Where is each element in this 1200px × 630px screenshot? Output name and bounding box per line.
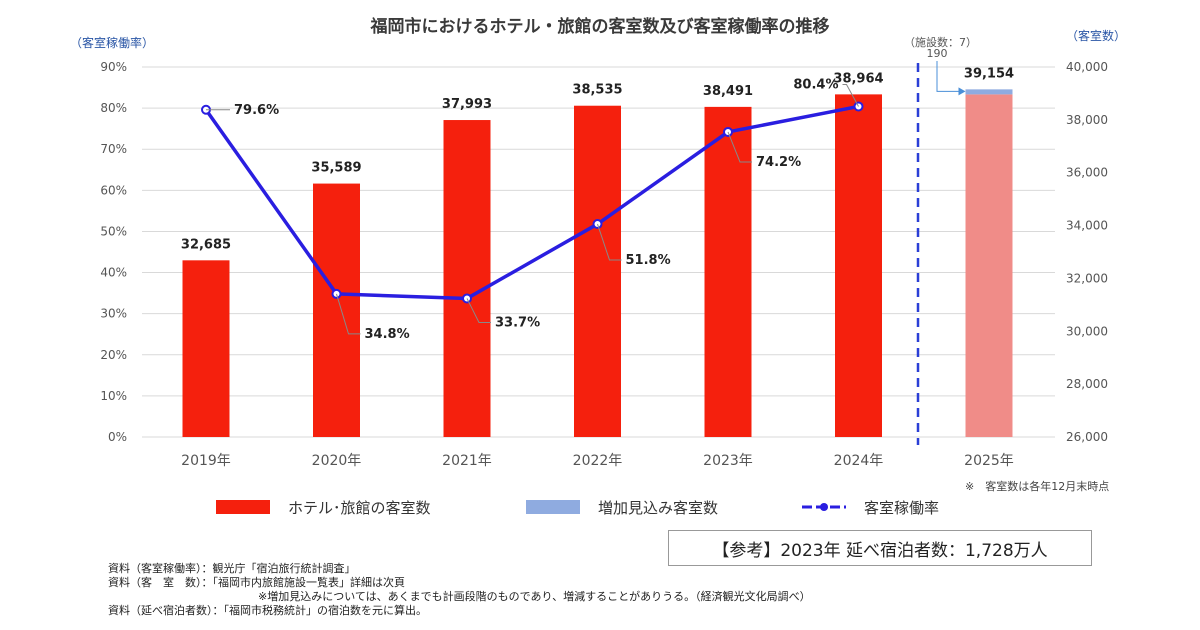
legend-item-occupancy: 客室稼働率 xyxy=(802,495,939,519)
right-tick-label: 34,000 xyxy=(1066,219,1108,233)
occupancy-leader xyxy=(842,83,859,107)
legend-label-rooms: ホテル･旅館の客室数 xyxy=(288,498,431,517)
reference-box: 【参考】2023年 延べ宿泊者数：1,728万人 xyxy=(668,530,1092,566)
increase-callout-line xyxy=(936,61,964,92)
source-line: ※増加見込みについては、あくまでも計画段階のものであり、増減することがありうる。… xyxy=(258,590,811,603)
left-tick-label: 50% xyxy=(100,224,127,238)
left-tick-label: 60% xyxy=(100,183,127,197)
right-tick-label: 30,000 xyxy=(1066,324,1108,338)
x-tick-label: 2024年 xyxy=(834,453,884,469)
bar xyxy=(313,183,360,437)
bar-value-label: 38,535 xyxy=(572,83,622,98)
x-tick-label: 2022年 xyxy=(573,453,623,469)
occupancy-leader xyxy=(597,223,622,261)
bar xyxy=(835,94,882,437)
left-tick-label: 90% xyxy=(100,60,127,74)
bar-value-label: 38,964 xyxy=(833,71,883,86)
x-tick-label: 2023年 xyxy=(703,453,753,469)
left-tick-label: 70% xyxy=(100,142,127,156)
right-tick-label: 40,000 xyxy=(1066,60,1108,74)
occupancy-value-label: 33.7% xyxy=(495,315,540,330)
chart-title: 福岡市におけるホテル・旅館の客室数及び客室稼働率の推移 xyxy=(370,17,830,37)
right-tick-label: 26,000 xyxy=(1066,430,1108,444)
x-tick-label: 2025年 xyxy=(964,453,1014,469)
source-line: 資料（客室稼働率）：観光庁「宿泊旅行統計調査」 xyxy=(108,562,356,575)
left-tick-label: 30% xyxy=(100,307,127,321)
occupancy-leader xyxy=(336,293,361,335)
left-tick-label: 20% xyxy=(100,348,127,362)
bar-increase xyxy=(965,89,1013,95)
occupancy-value-label: 51.8% xyxy=(626,253,671,268)
x-tick-label: 2020年 xyxy=(312,453,362,469)
facility-count-note: （施設数：7） xyxy=(904,36,977,49)
occupancy-line xyxy=(204,104,859,301)
bar xyxy=(574,105,621,437)
legend-label-increase: 増加見込み客室数 xyxy=(598,498,719,517)
bar-value-label: 37,993 xyxy=(442,97,492,112)
bar-value-label: 38,491 xyxy=(703,84,753,99)
x-tick-label: 2021年 xyxy=(442,453,492,469)
bar xyxy=(443,120,491,437)
increase-callout-arrow xyxy=(958,87,966,96)
bar xyxy=(704,106,752,438)
right-tick-label: 28,000 xyxy=(1066,377,1108,391)
bar-value-label: 39,154 xyxy=(964,66,1014,81)
occupancy-value-label: 34.8% xyxy=(365,327,410,342)
legend-swatch-occupancy xyxy=(802,503,846,511)
right-axis-unit: （客室数） xyxy=(1066,29,1127,43)
bar xyxy=(182,260,230,437)
occupancy-value-label: 74.2% xyxy=(756,155,801,170)
source-line: 資料（延べ宿泊者数）：「福岡市税務統計」の宿泊数を元に算出。 xyxy=(108,604,427,617)
left-tick-label: 10% xyxy=(100,389,127,403)
occupancy-leader xyxy=(466,298,491,323)
bar-value-label: 35,589 xyxy=(311,161,361,176)
source-line: 資料（客 室 数）：「福岡市内旅館施設一覧表」詳細は次頁 xyxy=(108,576,405,589)
legend-swatch-rooms xyxy=(216,500,270,514)
bar xyxy=(965,94,1013,437)
increase-value-label: 190 xyxy=(927,47,948,60)
right-tick-label: 32,000 xyxy=(1066,271,1108,285)
left-tick-label: 0% xyxy=(108,430,127,444)
occupancy-value-label: 79.6% xyxy=(234,103,279,118)
occupancy-value-label: 80.4% xyxy=(793,77,838,92)
legend-item-rooms: ホテル･旅館の客室数 xyxy=(216,495,431,519)
legend-swatch-increase xyxy=(526,500,580,514)
room-count-note: ※ 客室数は各年12月末時点 xyxy=(965,480,1110,493)
occupancy-leader xyxy=(727,131,752,163)
right-tick-label: 38,000 xyxy=(1066,113,1108,127)
left-tick-label: 80% xyxy=(100,101,127,115)
left-tick-label: 40% xyxy=(100,266,127,280)
sources-block: 資料（客室稼働率）：観光庁「宿泊旅行統計調査」 資料（客 室 数）：「福岡市内旅… xyxy=(108,562,811,618)
left-axis-unit: （客室稼働率） xyxy=(70,36,155,50)
legend-item-increase: 増加見込み客室数 xyxy=(526,495,718,519)
bar-value-label: 32,685 xyxy=(181,237,231,252)
right-tick-label: 36,000 xyxy=(1066,166,1108,180)
x-tick-label: 2019年 xyxy=(181,453,231,469)
chart-legend: ホテル･旅館の客室数 増加見込み客室数 客室稼働率 xyxy=(210,495,970,519)
legend-label-occupancy: 客室稼働率 xyxy=(864,498,940,517)
